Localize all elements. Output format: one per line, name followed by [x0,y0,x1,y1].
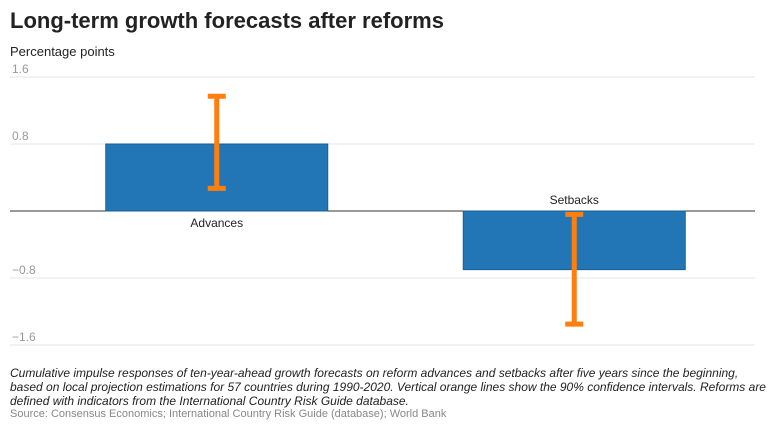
chart-title: Long-term growth forecasts after reforms [10,8,444,33]
y-axis-label: Percentage points [10,44,115,59]
category-label-setbacks: Setbacks [550,193,599,207]
category-label-advances: Advances [190,216,243,230]
chart-source: Source: Consensus Economics; Internation… [10,408,447,420]
bar-chart: 1.6 0.8 −0.8 −1.6 Advances Setbacks [10,62,755,346]
chart-caption: Cumulative impulse responses of ten-year… [10,366,766,408]
y-tick-label: 0.8 [12,129,29,143]
y-tick-label: −0.8 [12,263,36,277]
y-tick-label: −1.6 [12,330,36,344]
y-tick-label: 1.6 [12,62,29,76]
